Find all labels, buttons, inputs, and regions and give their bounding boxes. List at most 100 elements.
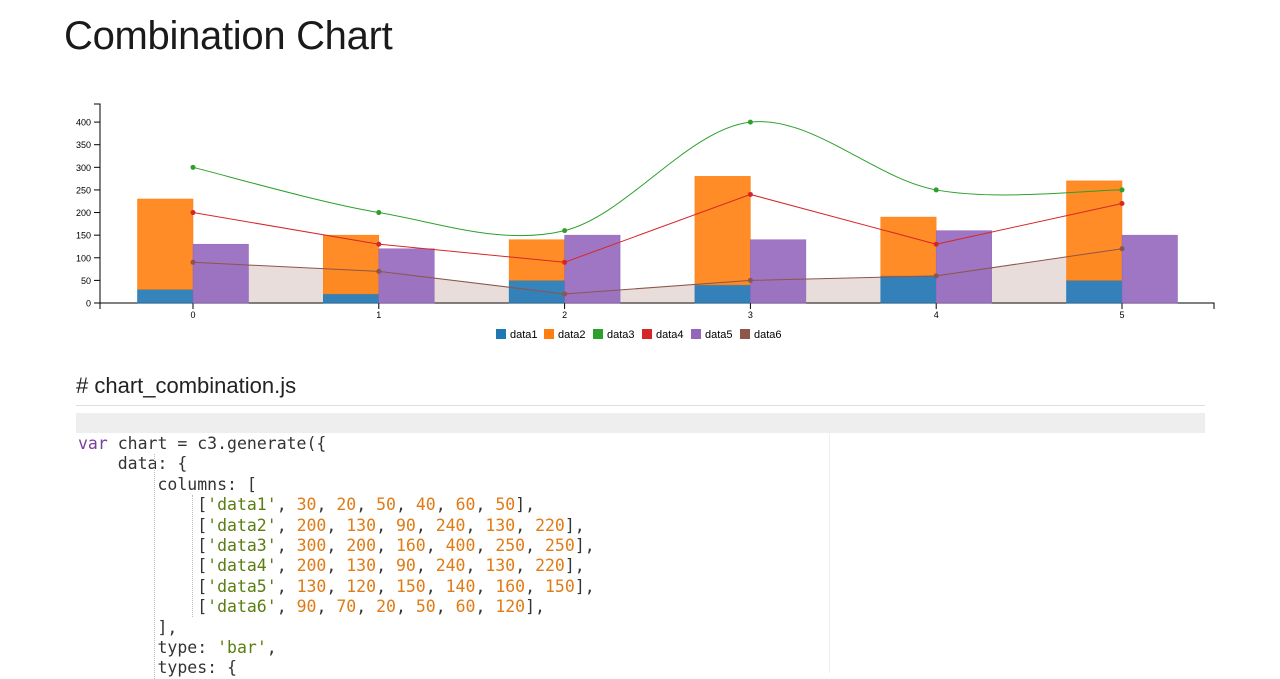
- code-number: 70: [336, 597, 357, 617]
- point-data6[interactable]: [190, 259, 196, 265]
- bar-data2[interactable]: [137, 198, 194, 290]
- code-number: 30: [296, 495, 317, 515]
- bar-data2[interactable]: [323, 234, 380, 295]
- code-text: columns: [: [78, 474, 257, 494]
- bar-data1[interactable]: [880, 275, 937, 304]
- point-data3[interactable]: [562, 228, 568, 234]
- code-number: 220: [535, 515, 565, 535]
- point-data4[interactable]: [376, 241, 382, 247]
- legend-label: data1: [510, 329, 538, 341]
- bar-data1[interactable]: [508, 280, 565, 304]
- point-data6[interactable]: [933, 273, 939, 279]
- indent-guide: [154, 454, 155, 679]
- code-number: 120: [495, 597, 526, 617]
- point-data6[interactable]: [1119, 246, 1125, 252]
- bar-data5[interactable]: [935, 230, 992, 304]
- code-text: ,: [276, 535, 297, 555]
- code-text: ,: [356, 495, 377, 515]
- bar-data1[interactable]: [1066, 280, 1123, 304]
- legend-item-data5[interactable]: data5: [691, 329, 733, 341]
- code-text: [: [78, 576, 208, 596]
- y-tick-label: 150: [76, 231, 91, 241]
- line-series: [190, 119, 1125, 297]
- y-tick-label: 300: [76, 163, 91, 173]
- code-string: 'data1': [207, 495, 277, 515]
- bar-data1[interactable]: [137, 289, 194, 304]
- point-data6[interactable]: [747, 277, 753, 283]
- code-text: [: [78, 515, 208, 535]
- point-data6[interactable]: [376, 268, 382, 274]
- point-data4[interactable]: [933, 241, 939, 247]
- bar-data1[interactable]: [323, 293, 380, 304]
- page-title: Combination Chart: [64, 14, 393, 58]
- bar-data2[interactable]: [1066, 180, 1123, 281]
- point-data4[interactable]: [747, 191, 753, 197]
- code-number: 160: [495, 576, 526, 596]
- bar-data5[interactable]: [750, 239, 807, 304]
- code-text: ,: [415, 556, 436, 576]
- code-text: ,: [326, 556, 347, 576]
- code-number: 400: [445, 535, 476, 555]
- legend-item-data3[interactable]: data3: [593, 329, 635, 341]
- legend-item-data4[interactable]: data4: [642, 329, 684, 341]
- code-text: ,: [276, 556, 297, 576]
- legend-swatch: [691, 329, 701, 339]
- point-data4[interactable]: [562, 259, 568, 265]
- code-text: ,: [525, 576, 545, 596]
- code-text: type:: [78, 637, 218, 657]
- code-text: ],: [564, 556, 585, 576]
- code-text: ,: [425, 535, 446, 555]
- y-tick-label: 100: [76, 253, 91, 263]
- code-block: var chart = c3.generate({ data: { column…: [78, 434, 595, 679]
- bar-data2[interactable]: [880, 216, 937, 277]
- legend-item-data2[interactable]: data2: [544, 329, 586, 341]
- legend-item-data6[interactable]: data6: [740, 329, 782, 341]
- code-line: types: {: [78, 658, 595, 678]
- code-text: ,: [415, 515, 436, 535]
- point-data3[interactable]: [190, 164, 196, 170]
- y-axis: 0 50 100 150 200 250 300 350 400: [76, 103, 101, 309]
- legend-item-data1[interactable]: data1: [496, 329, 538, 341]
- code-print-margin: [829, 433, 830, 673]
- code-text: [: [78, 556, 208, 576]
- code-section-heading: # chart_combination.js: [76, 373, 297, 398]
- code-line: data: {: [78, 454, 595, 474]
- code-string: 'data2': [207, 515, 277, 535]
- code-number: 130: [346, 556, 377, 576]
- y-axis-line: [94, 103, 101, 304]
- bar-data2[interactable]: [694, 176, 751, 286]
- code-number: 250: [495, 535, 526, 555]
- bar-data5[interactable]: [378, 248, 435, 304]
- code-text: ,: [376, 576, 396, 596]
- code-text: ,: [525, 535, 545, 555]
- bar-data1[interactable]: [694, 284, 751, 304]
- bar-data5[interactable]: [192, 243, 249, 304]
- legend-swatch: [544, 329, 554, 339]
- code-text: ,: [435, 597, 456, 617]
- point-data3[interactable]: [747, 119, 753, 125]
- point-data6[interactable]: [562, 291, 568, 297]
- code-toolbar: [76, 413, 1205, 433]
- code-number: 60: [455, 597, 476, 617]
- x-tick-label: 5: [1119, 310, 1124, 320]
- bar-data5[interactable]: [1121, 234, 1178, 304]
- code-text: ,: [326, 515, 347, 535]
- code-text: ,: [515, 515, 536, 535]
- code-text: ,: [376, 535, 396, 555]
- code-number: 20: [376, 597, 396, 617]
- code-number: 20: [336, 495, 357, 515]
- legend-swatch: [642, 329, 652, 339]
- point-data3[interactable]: [376, 210, 382, 216]
- point-data4[interactable]: [190, 210, 196, 216]
- code-number: 240: [435, 515, 466, 535]
- code-line: ['data2', 200, 130, 90, 240, 130, 220],: [78, 516, 595, 536]
- point-data3[interactable]: [933, 187, 939, 193]
- code-text: ,: [376, 515, 396, 535]
- legend-label: data4: [656, 329, 684, 341]
- point-data4[interactable]: [1119, 201, 1125, 206]
- point-data3[interactable]: [1119, 187, 1125, 193]
- legend-label: data2: [558, 329, 586, 341]
- code-number: 220: [535, 556, 565, 576]
- code-text: ,: [515, 556, 536, 576]
- code-line: var chart = c3.generate({: [78, 434, 595, 454]
